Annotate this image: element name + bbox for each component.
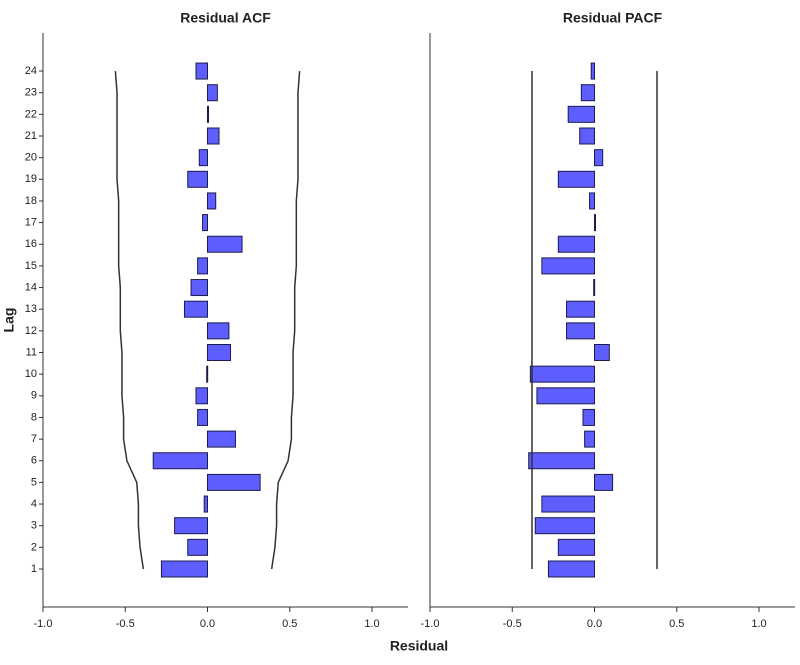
bar (528, 452, 596, 470)
bar (557, 170, 595, 188)
x-tick-label: 1.0 (751, 618, 766, 630)
x-tick-label: 0.0 (200, 618, 215, 630)
x-tick-label: -1.0 (34, 618, 53, 630)
y-tick-label: 4 (31, 498, 37, 510)
bar (557, 538, 595, 556)
y-tick-label: 20 (25, 152, 37, 164)
y-tick-label: 6 (31, 455, 37, 467)
bar (203, 495, 209, 513)
bar (207, 430, 236, 448)
bar (594, 473, 614, 491)
bar (207, 344, 232, 361)
y-tick-label: 15 (25, 260, 37, 272)
x-tick-label: -0.5 (503, 618, 522, 630)
bar (207, 84, 218, 102)
bar (594, 149, 604, 167)
bar (557, 235, 595, 253)
y-tick-label: 21 (25, 130, 37, 142)
y-axis-label: Lag (1, 308, 17, 333)
x-tick-label: -1.0 (421, 618, 440, 630)
bar (207, 127, 220, 145)
bar (589, 192, 596, 210)
bar (207, 322, 230, 340)
bar (160, 560, 209, 578)
bar (593, 279, 596, 297)
x-tick-label: 0.0 (587, 618, 602, 630)
bar (594, 214, 596, 232)
confidence-limit (270, 70, 301, 570)
bar (584, 430, 596, 448)
y-tick-label: 24 (25, 65, 37, 77)
bar (579, 127, 596, 145)
bar (187, 170, 208, 188)
y-tick-label: 23 (25, 87, 37, 99)
y-tick-label: 10 (25, 368, 37, 380)
bar (567, 105, 595, 123)
bar (195, 62, 209, 80)
y-tick-label: 2 (31, 541, 37, 553)
x-tick-label: 1.0 (364, 618, 379, 630)
bar (207, 192, 217, 210)
y-tick-label: 13 (25, 303, 37, 315)
bar (198, 149, 208, 167)
y-tick-label: 3 (31, 520, 37, 532)
y-tick-label: 12 (25, 325, 37, 337)
bar (580, 84, 596, 102)
y-tick-label: 17 (25, 217, 37, 229)
y-tick-label: 14 (25, 281, 37, 293)
bar (594, 344, 610, 361)
y-tick-label: 7 (31, 433, 37, 445)
bar (197, 408, 209, 426)
bar (183, 300, 209, 318)
chart-title: Residual ACF (180, 10, 271, 26)
bar (197, 257, 209, 275)
bar (187, 538, 208, 556)
x-axis-label: Residual (390, 638, 448, 654)
bar (566, 322, 595, 340)
y-tick-label: 11 (26, 346, 37, 358)
bar (541, 495, 595, 513)
bar (206, 365, 209, 383)
bar (202, 214, 209, 232)
bar (534, 517, 596, 535)
y-tick-label: 5 (31, 476, 37, 488)
bar (541, 257, 595, 275)
confidence-limit (114, 70, 145, 570)
bar (174, 517, 209, 535)
y-tick-label: 18 (25, 195, 37, 207)
y-tick-label: 22 (25, 108, 37, 120)
bar (190, 279, 209, 297)
bar (536, 387, 595, 405)
y-tick-label: 8 (31, 411, 37, 423)
bar (590, 62, 596, 80)
y-tick-label: 9 (31, 390, 37, 402)
bar (195, 387, 209, 405)
bar (207, 473, 261, 491)
bar (152, 452, 208, 470)
y-tick-label: 1 (31, 563, 37, 575)
chart-title: Residual PACF (563, 10, 663, 26)
y-tick-label: 19 (25, 173, 37, 185)
x-tick-label: -0.5 (116, 618, 135, 630)
bar (566, 300, 595, 318)
y-tick-label: 16 (25, 238, 37, 250)
bar (582, 408, 595, 426)
x-tick-label: 0.5 (282, 618, 297, 630)
bar (529, 365, 595, 383)
bar (547, 560, 596, 578)
bar (207, 235, 243, 253)
x-tick-label: 0.5 (669, 618, 684, 630)
bar (207, 105, 209, 123)
